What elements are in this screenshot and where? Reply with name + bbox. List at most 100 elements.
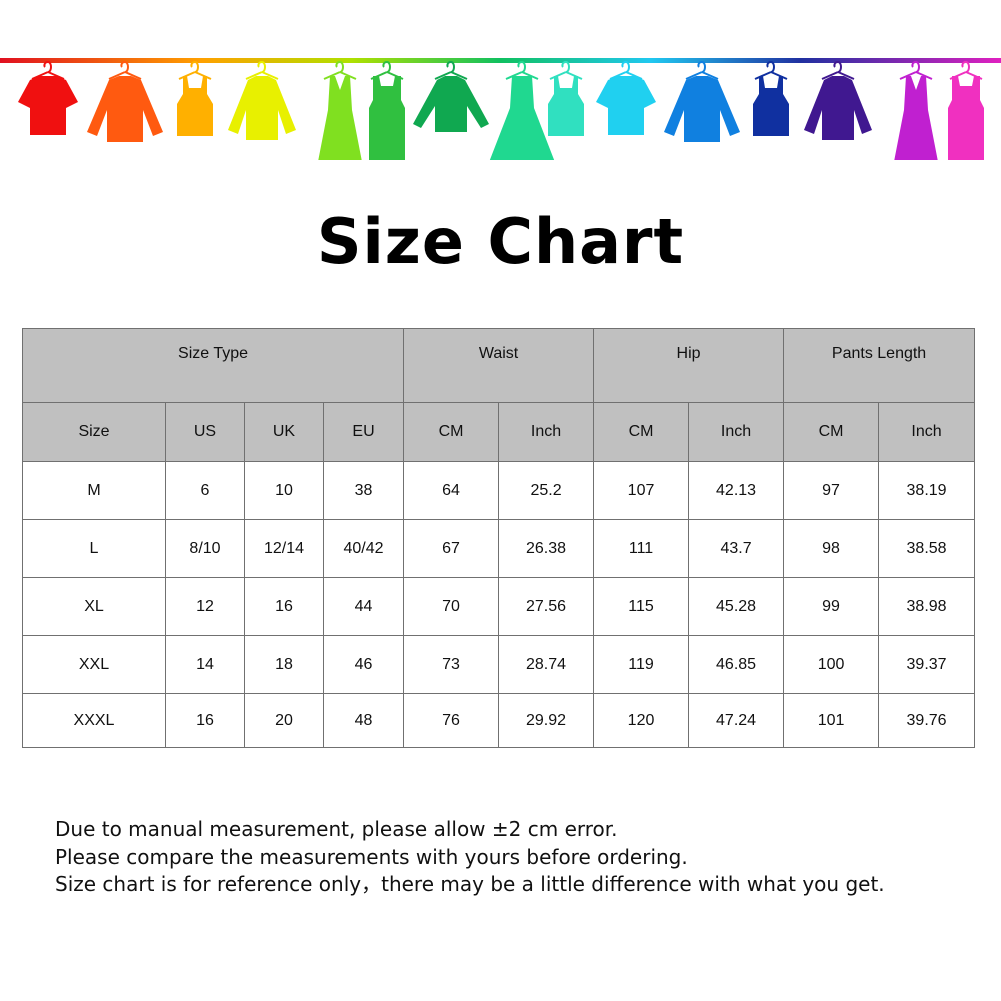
hanger-rail <box>0 58 1001 63</box>
clothes-banner-icon <box>0 58 1001 160</box>
table-row: XL 12 16 44 70 27.56 115 45.28 99 38.98 <box>22 577 976 636</box>
garment-shape <box>87 76 163 142</box>
belted-dress-icon <box>369 60 405 160</box>
note-line: Due to manual measurement, please allow … <box>55 817 618 841</box>
garment-shape <box>177 76 213 136</box>
group-header: Size Type <box>21 328 405 403</box>
shirt-icon <box>664 60 740 142</box>
column-header: US <box>165 402 245 462</box>
table-cell: 111 <box>593 519 690 578</box>
garment-shape <box>18 76 78 135</box>
table-cell: 43.7 <box>688 519 785 578</box>
group-header: Waist <box>403 328 595 403</box>
table-cell: 46 <box>322 635 405 694</box>
table-cell: 67 <box>403 519 500 578</box>
tank-icon <box>548 60 584 136</box>
column-header: CM <box>403 402 500 462</box>
column-header: Inch <box>878 402 976 462</box>
table-cell: 115 <box>593 577 690 636</box>
garment-shape <box>804 76 872 140</box>
column-header: UK <box>244 402 324 462</box>
table-cell: 98 <box>783 519 880 578</box>
table-cell: 29.92 <box>498 693 595 748</box>
table-cell: 12/14 <box>244 519 324 578</box>
hanger-icon <box>899 60 933 80</box>
tank-icon <box>177 60 213 136</box>
table-cell: 97 <box>783 461 880 520</box>
page-title: Size Chart <box>316 205 685 278</box>
hanger-icon <box>685 60 719 80</box>
table-cell: XXXL <box>22 693 166 748</box>
table-cell: 45.28 <box>688 577 785 636</box>
hanger-icon <box>754 60 788 80</box>
hanger-icon <box>323 60 357 80</box>
table-row: XXXL 16 20 48 76 29.92 120 47.24 101 39.76 <box>22 693 976 748</box>
hanger-icon <box>434 60 468 80</box>
table-cell: 26.38 <box>498 519 595 578</box>
table-cell: 27.56 <box>498 577 595 636</box>
table-row: L 8/10 12/14 40/42 67 26.38 111 43.7 98 38.58 <box>22 519 976 578</box>
dress-icon <box>318 60 362 160</box>
table-cell: 40/42 <box>322 519 405 578</box>
tshirt-icon <box>596 60 656 135</box>
table-cell: 47.24 <box>688 693 785 748</box>
table-cell: 6 <box>165 461 245 520</box>
hanger-icon <box>31 60 65 80</box>
flare-dress-icon <box>489 60 555 160</box>
cardigan-icon <box>228 60 296 140</box>
shirt-icon <box>87 60 163 142</box>
garment-shape <box>413 76 489 132</box>
column-header: CM <box>783 402 880 462</box>
table-cell: 39.76 <box>878 693 976 748</box>
dress-icon <box>894 60 938 160</box>
table-cell: XXL <box>22 635 166 694</box>
garment-shape <box>664 76 740 142</box>
hanger-icon <box>245 60 279 80</box>
table-cell: 119 <box>593 635 690 694</box>
garment-shape <box>894 76 938 160</box>
column-header: Size <box>22 402 166 462</box>
table-cell: 10 <box>244 461 324 520</box>
table-cell: 38 <box>322 461 405 520</box>
table-cell: 20 <box>244 693 324 748</box>
table-cell: XL <box>22 577 166 636</box>
garment-shape <box>489 76 555 160</box>
table-cell: 44 <box>322 577 405 636</box>
table-cell: 70 <box>403 577 500 636</box>
note-line: Size chart is for reference only，there m… <box>55 872 885 896</box>
table-row: XXL 14 18 46 73 28.74 119 46.85 100 39.37 <box>22 635 976 694</box>
table-cell: 73 <box>403 635 500 694</box>
hanger-icon <box>821 60 855 80</box>
table-cell: 99 <box>783 577 880 636</box>
table-cell: M <box>22 461 166 520</box>
garment-shape <box>753 76 789 136</box>
table-cell: 46.85 <box>688 635 785 694</box>
group-header: Hip <box>593 328 785 403</box>
table-cell: 28.74 <box>498 635 595 694</box>
table-cell: 38.98 <box>878 577 976 636</box>
table-cell: 120 <box>593 693 690 748</box>
garment-shape <box>596 76 656 135</box>
table-cell: 12 <box>165 577 245 636</box>
hanger-icon <box>549 60 583 80</box>
garment-shape <box>318 76 362 160</box>
belted-dress-icon <box>948 60 984 160</box>
table-row: M 6 10 38 64 25.2 107 42.13 97 38.19 <box>22 461 976 520</box>
hanger-icon <box>108 60 142 80</box>
table-cell: 42.13 <box>688 461 785 520</box>
table-cell: 8/10 <box>165 519 245 578</box>
table-cell: 18 <box>244 635 324 694</box>
table-cell: L <box>22 519 166 578</box>
table-cell: 64 <box>403 461 500 520</box>
table-cell: 107 <box>593 461 690 520</box>
garment-shape <box>548 76 584 136</box>
hanger-icon <box>609 60 643 80</box>
table-cell: 16 <box>165 693 245 748</box>
hanger-icon <box>178 60 212 80</box>
table-cell: 16 <box>244 577 324 636</box>
tank-icon <box>753 60 789 136</box>
sweater-icon <box>413 60 489 132</box>
tshirt-icon <box>18 60 78 135</box>
cardigan-icon <box>804 60 872 140</box>
group-header: Pants Length <box>783 328 976 403</box>
